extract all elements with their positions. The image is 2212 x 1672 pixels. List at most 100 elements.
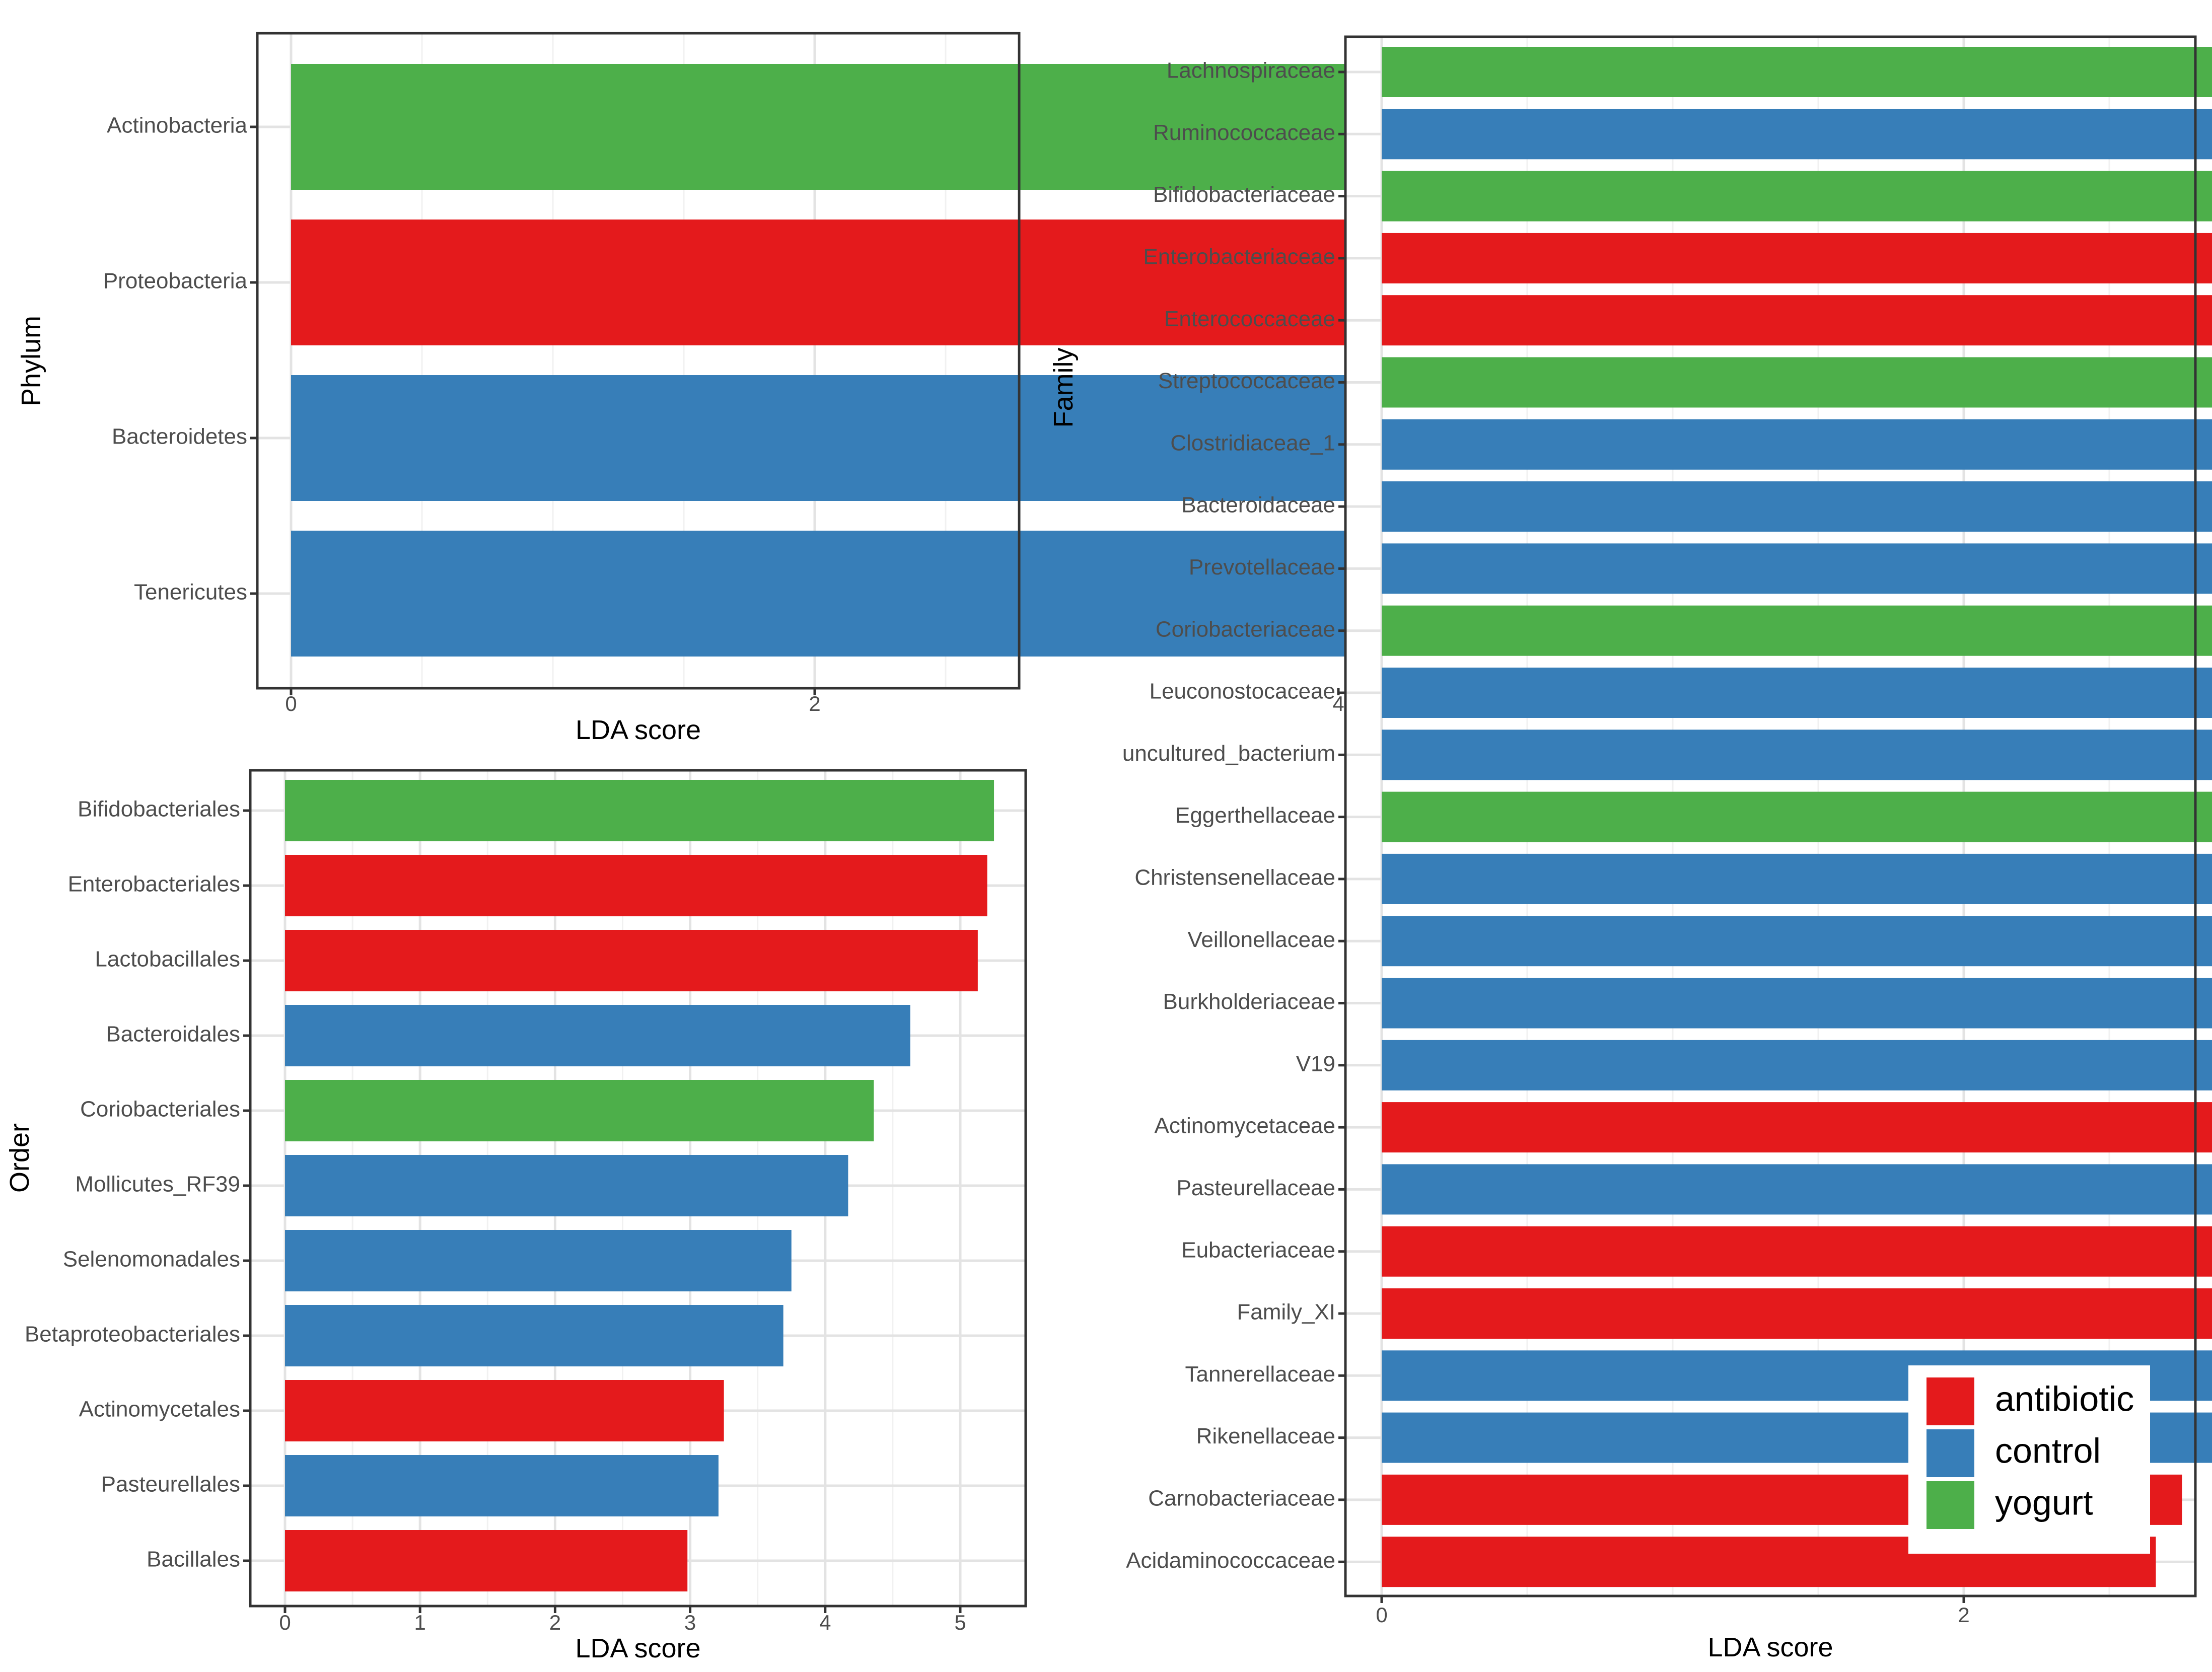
family-bar-Prevotellaceae	[1382, 543, 2212, 594]
family-bar-Pasteurellaceae	[1382, 1164, 2212, 1215]
family-category-label: Streptococcaceae	[1158, 369, 1335, 393]
family-category-label: Ruminococcaceae	[1153, 120, 1335, 145]
legend-label-antibiotic: antibiotic	[1995, 1379, 2134, 1418]
family-category-label: Acidaminococcaceae	[1126, 1548, 1335, 1573]
phylum-panel-border	[256, 32, 1021, 690]
phylum-category-label: Tenericutes	[134, 580, 247, 605]
order-bar-Betaproteobacteriales	[285, 1305, 783, 1366]
order-bar-Bacteroidales	[285, 1005, 910, 1066]
family-category-label: Veillonellaceae	[1187, 927, 1335, 952]
phylum-category-label: Proteobacteria	[103, 269, 248, 294]
family-category-label: Bifidobacteriaceae	[1153, 182, 1335, 207]
order-category-label: Mollicutes_RF39	[75, 1172, 240, 1197]
phylum-bar-Bacteroidetes	[291, 375, 1509, 501]
family-bar-Family_XI	[1382, 1288, 2212, 1339]
family-category-label: Rikenellaceae	[1196, 1424, 1335, 1448]
family-y-axis-title: Family	[1048, 348, 1079, 428]
family-bar-Actinomycetaceae	[1382, 1102, 2212, 1153]
family-category-label: Prevotellaceae	[1189, 555, 1335, 579]
order-category-label: Bacteroidales	[106, 1022, 240, 1047]
family-bar-Veillonellaceae	[1382, 916, 2212, 967]
family-bar-Leuconostocaceae	[1382, 668, 2212, 718]
order-category-label: Coriobacteriales	[80, 1097, 240, 1122]
legend: antibiotic control yogurt	[1908, 1365, 2150, 1554]
order-xtick-label: 5	[954, 1611, 966, 1634]
order-bar-Lactobacillales	[285, 930, 978, 991]
order-bar-Bacillales	[285, 1530, 688, 1591]
family-bar-Ruminococcaceae	[1382, 109, 2212, 160]
legend-label-control: control	[1995, 1431, 2101, 1470]
legend-label-yogurt: yogurt	[1995, 1483, 2093, 1522]
phylum-panel: Actinobacteria Proteobacteria Bacteroidete…	[16, 32, 1684, 745]
family-category-label: Tannerellaceae	[1185, 1362, 1335, 1387]
family-bar-Streptococcaceae	[1382, 357, 2212, 408]
order-category-label: Actinomycetales	[79, 1397, 240, 1422]
family-bar-Enterobacteriaceae	[1382, 233, 2212, 283]
order-panel-border	[249, 769, 1027, 1608]
order-category-label: Bifidobacteriales	[78, 797, 240, 822]
family-bar-Enterococcaceae	[1382, 295, 2212, 346]
family-bar-Bifidobacteriaceae	[1382, 171, 2212, 222]
family-category-label: Eubacteriaceae	[1181, 1238, 1335, 1262]
family-bar-V19	[1382, 1040, 2212, 1091]
family-category-label: Burkholderiaceae	[1163, 989, 1335, 1014]
order-bar-Actinomycetales	[285, 1380, 724, 1441]
family-xtick-label: 2	[1958, 1603, 1969, 1627]
family-category-label: Enterococcaceae	[1164, 307, 1335, 331]
order-panel: Bifidobacteriales Enterobacteriales Lactob…	[5, 769, 1027, 1663]
family-panel: Lachnospiraceae Ruminococcaceae Bifidobact…	[1048, 35, 2212, 1662]
family-bar-Burkholderiaceae	[1382, 978, 2212, 1029]
order-category-label: Pasteurellales	[101, 1472, 240, 1497]
order-category-label: Selenomonadales	[63, 1247, 240, 1272]
phylum-xtick-label: 4	[1332, 692, 1344, 715]
family-category-label: Enterobacteriaceae	[1143, 245, 1335, 269]
order-xtick-label: 0	[279, 1611, 291, 1634]
family-bar-Christensenellaceae	[1382, 853, 2212, 904]
family-category-label: Christensenellaceae	[1134, 865, 1335, 890]
order-xtick-label: 3	[684, 1611, 696, 1634]
order-bar-Selenomonadales	[285, 1230, 792, 1291]
order-bar-Enterobacteriales	[285, 855, 987, 916]
phylum-category-label: Actinobacteria	[107, 113, 247, 138]
order-x-axis-title: LDA score	[575, 1633, 700, 1663]
family-category-label: Bacteroidaceae	[1181, 493, 1335, 518]
order-bar-Bifidobacteriales	[285, 780, 994, 841]
order-y-axis-title: Order	[5, 1123, 35, 1193]
family-category-label: Family_XI	[1237, 1300, 1335, 1325]
order-bar-Pasteurellales	[285, 1455, 719, 1516]
family-category-label: Actinomycetaceae	[1154, 1114, 1335, 1138]
legend-key-control	[1926, 1429, 1974, 1477]
family-category-label: Leuconostocaceae	[1150, 679, 1335, 704]
legend-key-antibiotic	[1926, 1377, 1974, 1425]
family-xtick-label: 0	[1376, 1603, 1387, 1627]
order-xtick-label: 1	[414, 1611, 426, 1634]
family-category-label: V19	[1296, 1051, 1335, 1076]
order-category-label: Betaproteobacteriales	[25, 1322, 240, 1347]
family-bar-Eubacteriaceae	[1382, 1226, 2212, 1277]
order-xtick-label: 2	[549, 1611, 561, 1634]
order-category-label: Lactobacillales	[95, 947, 240, 972]
family-category-label: Eggerthellaceae	[1175, 803, 1335, 828]
family-category-label: uncultured_bacterium	[1122, 741, 1335, 766]
family-category-label: Coriobacteriaceae	[1156, 617, 1335, 641]
order-xtick-label: 4	[819, 1611, 831, 1634]
family-bar-Lachnospiraceae	[1382, 47, 2212, 97]
phylum-xtick-label: 0	[285, 692, 297, 715]
family-bar-Bacteroidaceae	[1382, 481, 2212, 532]
order-bar-Mollicutes_RF39	[285, 1155, 848, 1216]
legend-key-yogurt	[1926, 1481, 1974, 1529]
phylum-category-label: Bacteroidetes	[112, 424, 247, 449]
order-category-label: Bacillales	[147, 1547, 240, 1572]
family-category-label: Carnobacteriaceae	[1148, 1486, 1335, 1511]
family-bar-Coriobacteriaceae	[1382, 605, 2212, 656]
family-bar-Clostridiaceae_1	[1382, 419, 2212, 470]
family-category-label: Clostridiaceae_1	[1170, 430, 1335, 455]
family-x-axis-title: LDA score	[1707, 1632, 1833, 1662]
family-category-label: Lachnospiraceae	[1167, 58, 1335, 83]
family-bar-Eggerthellaceae	[1382, 791, 2212, 842]
family-category-label: Pasteurellaceae	[1176, 1176, 1335, 1200]
family-bar-uncultured_bacterium	[1382, 730, 2212, 780]
phylum-x-axis-title: LDA score	[576, 715, 701, 745]
